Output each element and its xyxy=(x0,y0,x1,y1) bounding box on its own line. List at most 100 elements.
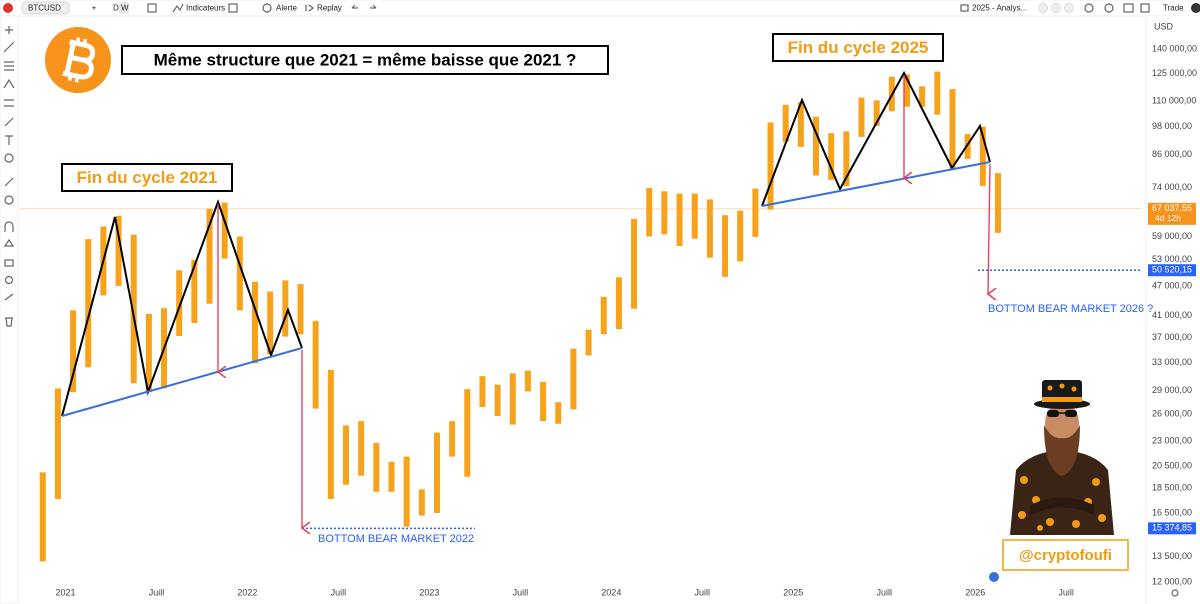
price-bar xyxy=(797,102,804,147)
fullscreen[interactable] xyxy=(1123,3,1134,13)
redo[interactable] xyxy=(370,4,377,9)
neckline-2025 xyxy=(761,161,991,207)
interval[interactable]: W xyxy=(121,4,129,13)
tool-zoom[interactable] xyxy=(4,195,14,205)
price-bar xyxy=(813,116,820,176)
tool-measure[interactable] xyxy=(4,177,14,187)
price-bar xyxy=(494,384,501,417)
price-bar xyxy=(676,193,683,246)
annotation: Fin du cycle 2025 xyxy=(788,38,929,57)
tool-lock[interactable] xyxy=(4,259,14,267)
neckline-2021 xyxy=(61,347,303,417)
price-bar xyxy=(115,215,122,286)
price-bar xyxy=(85,239,92,368)
price-bar xyxy=(631,218,638,309)
tool-link[interactable] xyxy=(4,293,14,301)
y-tick-label: 98 000,00 xyxy=(1152,121,1192,131)
tool-lock-draw[interactable] xyxy=(3,238,15,247)
x-tick-label: Juill xyxy=(695,587,711,597)
replay[interactable]: Replay xyxy=(317,4,342,13)
settings[interactable] xyxy=(1104,3,1114,13)
zigzag-2021 xyxy=(61,199,303,417)
x-tick-label: Juill xyxy=(149,587,165,597)
price-bar xyxy=(600,296,607,335)
price-bar xyxy=(524,370,531,392)
zigzag-2025 xyxy=(761,70,991,207)
price-bar xyxy=(327,369,334,500)
pattern-drawings xyxy=(61,70,991,528)
price-bar xyxy=(252,281,259,364)
price-bar xyxy=(540,381,547,422)
tool-brush[interactable] xyxy=(4,117,14,127)
tool-visibility[interactable] xyxy=(4,275,14,285)
tool-text[interactable] xyxy=(5,135,13,145)
price-bar xyxy=(433,432,440,514)
annotation: Fin du cycle 2021 xyxy=(77,168,218,187)
price-bar xyxy=(767,122,774,210)
toolbar-button[interactable] xyxy=(1051,3,1061,13)
price-bar xyxy=(873,100,880,126)
y-tick-label: 110 000,00 xyxy=(1152,96,1196,106)
tool-delete[interactable] xyxy=(5,317,13,327)
tool-line[interactable] xyxy=(3,41,15,53)
y-tick-label: 41 000,00 xyxy=(1152,310,1192,320)
toolbar-button[interactable] xyxy=(1064,3,1074,13)
profile[interactable] xyxy=(1191,3,1200,13)
x-tick-label: Juill xyxy=(876,587,892,597)
price-bar xyxy=(236,236,243,311)
event-flag[interactable] xyxy=(989,572,999,582)
tool-pattern[interactable] xyxy=(3,78,15,89)
price-bar xyxy=(267,291,274,355)
tool-fib[interactable] xyxy=(4,61,14,71)
price-bar xyxy=(342,425,349,485)
tool-emoji[interactable] xyxy=(4,153,14,163)
tool-forecast[interactable] xyxy=(4,99,14,107)
price-bar xyxy=(403,456,410,527)
price-axis xyxy=(1146,16,1200,604)
y-tick-label: 74 000,00 xyxy=(1152,182,1192,192)
y-tick-label: 140 000,00 xyxy=(1152,43,1197,53)
axis-settings[interactable] xyxy=(1171,589,1179,597)
symbol-box[interactable] xyxy=(21,1,70,15)
snapshot[interactable] xyxy=(1140,3,1150,13)
layout-icon[interactable] xyxy=(228,3,238,13)
layout-name[interactable]: 2025 - Analys... xyxy=(972,4,1027,13)
y-tick-label: 59 000,00 xyxy=(1152,231,1192,241)
chart-style-icon[interactable] xyxy=(147,3,157,13)
indicators-icon[interactable] xyxy=(172,3,184,13)
price-bar xyxy=(994,173,1001,233)
x-tick-label: 2023 xyxy=(419,587,439,597)
undo[interactable] xyxy=(351,4,358,9)
price-bar xyxy=(570,348,577,410)
alert-icon[interactable] xyxy=(262,3,272,13)
add-symbol[interactable]: + xyxy=(92,4,97,13)
tool-magnet[interactable] xyxy=(4,221,14,232)
price-bar xyxy=(39,472,46,562)
x-tick-label: Juill xyxy=(513,587,529,597)
price-bar xyxy=(964,134,971,159)
price-bar xyxy=(858,97,865,137)
price-bar xyxy=(479,376,486,407)
price-bar xyxy=(54,388,61,500)
price-bar xyxy=(722,215,729,277)
interval[interactable]: D xyxy=(113,4,119,13)
trade[interactable]: Trade xyxy=(1163,4,1184,13)
price-bar xyxy=(661,191,668,235)
price-bar xyxy=(585,329,592,356)
y-tick-label: 13 500,00 xyxy=(1152,551,1192,561)
price-label-box xyxy=(1148,522,1196,535)
alert[interactable]: Alerte xyxy=(276,4,297,13)
toolbar-button[interactable] xyxy=(1038,3,1048,13)
price-bar xyxy=(782,104,789,142)
tool-cross[interactable] xyxy=(5,26,13,34)
title-box xyxy=(121,45,609,75)
price-bar xyxy=(843,131,850,187)
price-bar xyxy=(130,234,137,384)
replay-icon[interactable] xyxy=(305,4,314,12)
symbol[interactable]: BTCUSD xyxy=(28,4,61,13)
price-bar xyxy=(979,126,986,186)
avatar-icon[interactable] xyxy=(3,3,13,13)
search[interactable] xyxy=(1084,3,1094,13)
indicators[interactable]: Indicateurs xyxy=(186,4,225,13)
